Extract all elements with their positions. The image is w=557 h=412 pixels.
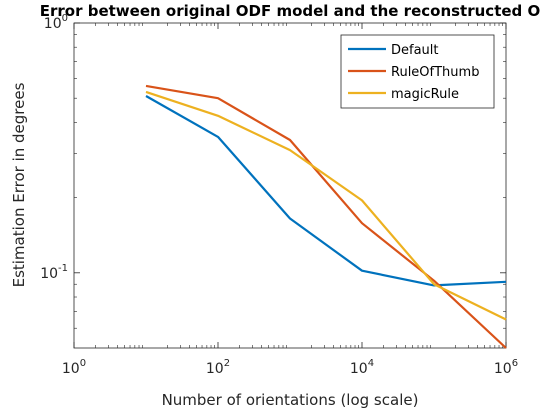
x-tick-label: 102 (206, 358, 230, 377)
x-tick-label: 100 (62, 358, 86, 377)
series-line-magicrule (145, 90, 507, 321)
y-tick-label: 10-1 (40, 263, 68, 282)
legend-label-default: Default (391, 43, 439, 58)
series-lines (145, 84, 507, 349)
x-tick-labels: 100 102 104 106 (62, 358, 518, 377)
minor-ticks (74, 23, 506, 348)
x-axis-label: Number of orientations (log scale) (162, 391, 419, 409)
y-axis-label: Estimation Error in degrees (10, 82, 28, 287)
x-tick-label: 106 (494, 358, 518, 377)
y-tick-labels: 10-1 100 (40, 13, 68, 282)
plot-frame (73, 22, 507, 349)
chart-title: Error between original ODF model and the… (40, 2, 541, 20)
x-tick-label: 104 (350, 358, 374, 377)
y-tick-label: 100 (44, 13, 68, 32)
legend-label-magicrule: magicRule (391, 87, 459, 102)
legend: Default RuleOfThumb magicRule (340, 34, 495, 109)
legend-label-ruleofthumb: RuleOfThumb (391, 65, 479, 80)
series-line-default (145, 95, 507, 287)
series-line-ruleofthumb (145, 84, 507, 349)
